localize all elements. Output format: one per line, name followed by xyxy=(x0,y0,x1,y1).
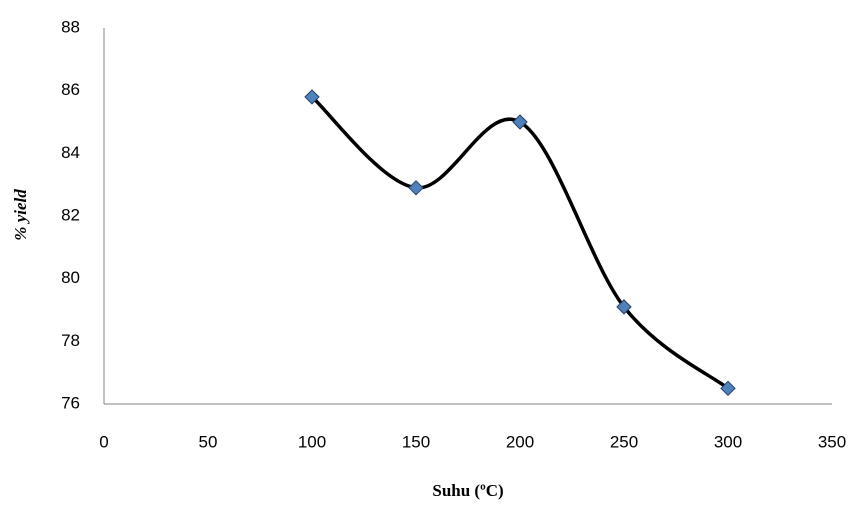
x-tick-label: 300 xyxy=(714,432,742,451)
data-point xyxy=(616,299,632,315)
y-tick-label: 78 xyxy=(61,331,80,350)
x-tick-label: 50 xyxy=(199,432,218,451)
x-tick-label: 250 xyxy=(610,432,638,451)
data-point xyxy=(720,380,736,397)
series-line xyxy=(310,95,730,390)
x-tick-label: 200 xyxy=(506,432,534,451)
data-point xyxy=(512,114,528,130)
y-axis-title: % yield xyxy=(11,189,30,241)
y-tick-label: 76 xyxy=(61,393,80,412)
x-tick-label: 150 xyxy=(402,432,430,451)
x-tick-label: 350 xyxy=(818,432,846,451)
data-point xyxy=(304,89,320,105)
data-point xyxy=(408,180,424,196)
x-axis-title: Suhu (ºC) xyxy=(432,481,503,500)
y-tick-label: 84 xyxy=(61,143,80,162)
x-tick-label: 0 xyxy=(99,432,108,451)
y-tick-label: 88 xyxy=(61,17,80,36)
x-tick-label: 100 xyxy=(298,432,326,451)
y-tick-label: 80 xyxy=(61,268,80,287)
y-tick-label: 86 xyxy=(61,80,80,99)
y-tick-label: 82 xyxy=(61,205,80,224)
